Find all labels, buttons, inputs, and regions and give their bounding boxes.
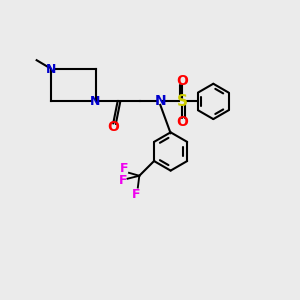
Text: N: N [154, 94, 166, 107]
Text: F: F [120, 162, 129, 175]
Text: F: F [132, 188, 141, 200]
Text: O: O [176, 115, 188, 129]
Text: F: F [119, 174, 128, 187]
Text: O: O [107, 120, 119, 134]
Text: S: S [177, 94, 188, 109]
Text: N: N [90, 95, 101, 108]
Text: N: N [46, 62, 56, 76]
Text: O: O [176, 74, 188, 88]
